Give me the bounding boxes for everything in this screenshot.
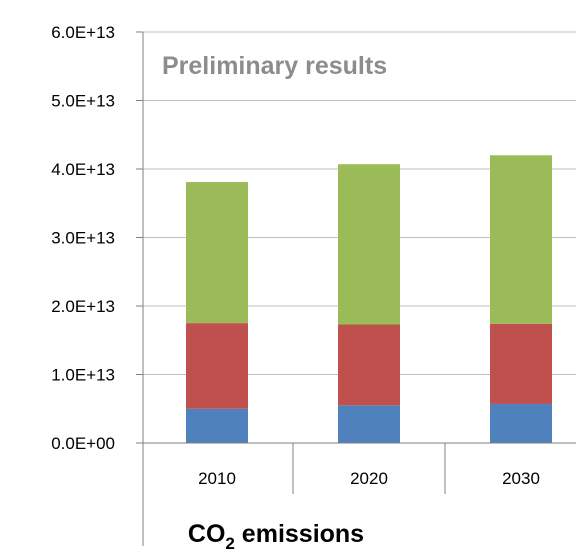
bar-segment-2020-s2: [338, 324, 400, 406]
bar-segment-2020-s3: [338, 164, 400, 325]
bar-segment-2010-s2: [186, 323, 248, 409]
y-tick-label: 4.0E+13: [51, 160, 115, 179]
annotation-text: Preliminary results: [162, 52, 387, 80]
x-axis-title-subscript: 2: [225, 534, 234, 553]
x-axis-title: CO2 emissions: [188, 520, 364, 553]
x-category-label: 2030: [502, 469, 540, 488]
bar-segment-2020-s1: [338, 405, 400, 443]
y-tick-label: 0.0E+00: [51, 434, 115, 453]
x-axis-title-main: CO: [188, 520, 226, 548]
bar-segment-2010-s3: [186, 182, 248, 324]
axes: [142, 32, 576, 546]
x-category-labels: 2010 2020 2030: [198, 469, 540, 488]
bar-segment-2030-s3: [490, 155, 552, 324]
bar-segment-2030-s2: [490, 323, 552, 404]
x-category-label: 2020: [350, 469, 388, 488]
y-tick-label: 2.0E+13: [51, 297, 115, 316]
y-tick-labels: 0.0E+00 1.0E+13 2.0E+13 3.0E+13 4.0E+13 5.0E+…: [51, 23, 115, 453]
y-tick-label: 1.0E+13: [51, 366, 115, 385]
x-category-label: 2010: [198, 469, 236, 488]
bars: [186, 155, 552, 443]
y-tick-label: 3.0E+13: [51, 229, 115, 248]
y-tick-label: 5.0E+13: [51, 92, 115, 111]
x-axis-title-rest: emissions: [235, 520, 364, 548]
bar-segment-2030-s1: [490, 403, 552, 443]
bar-segment-2010-s1: [186, 408, 248, 443]
y-tick-label: 6.0E+13: [51, 23, 115, 42]
